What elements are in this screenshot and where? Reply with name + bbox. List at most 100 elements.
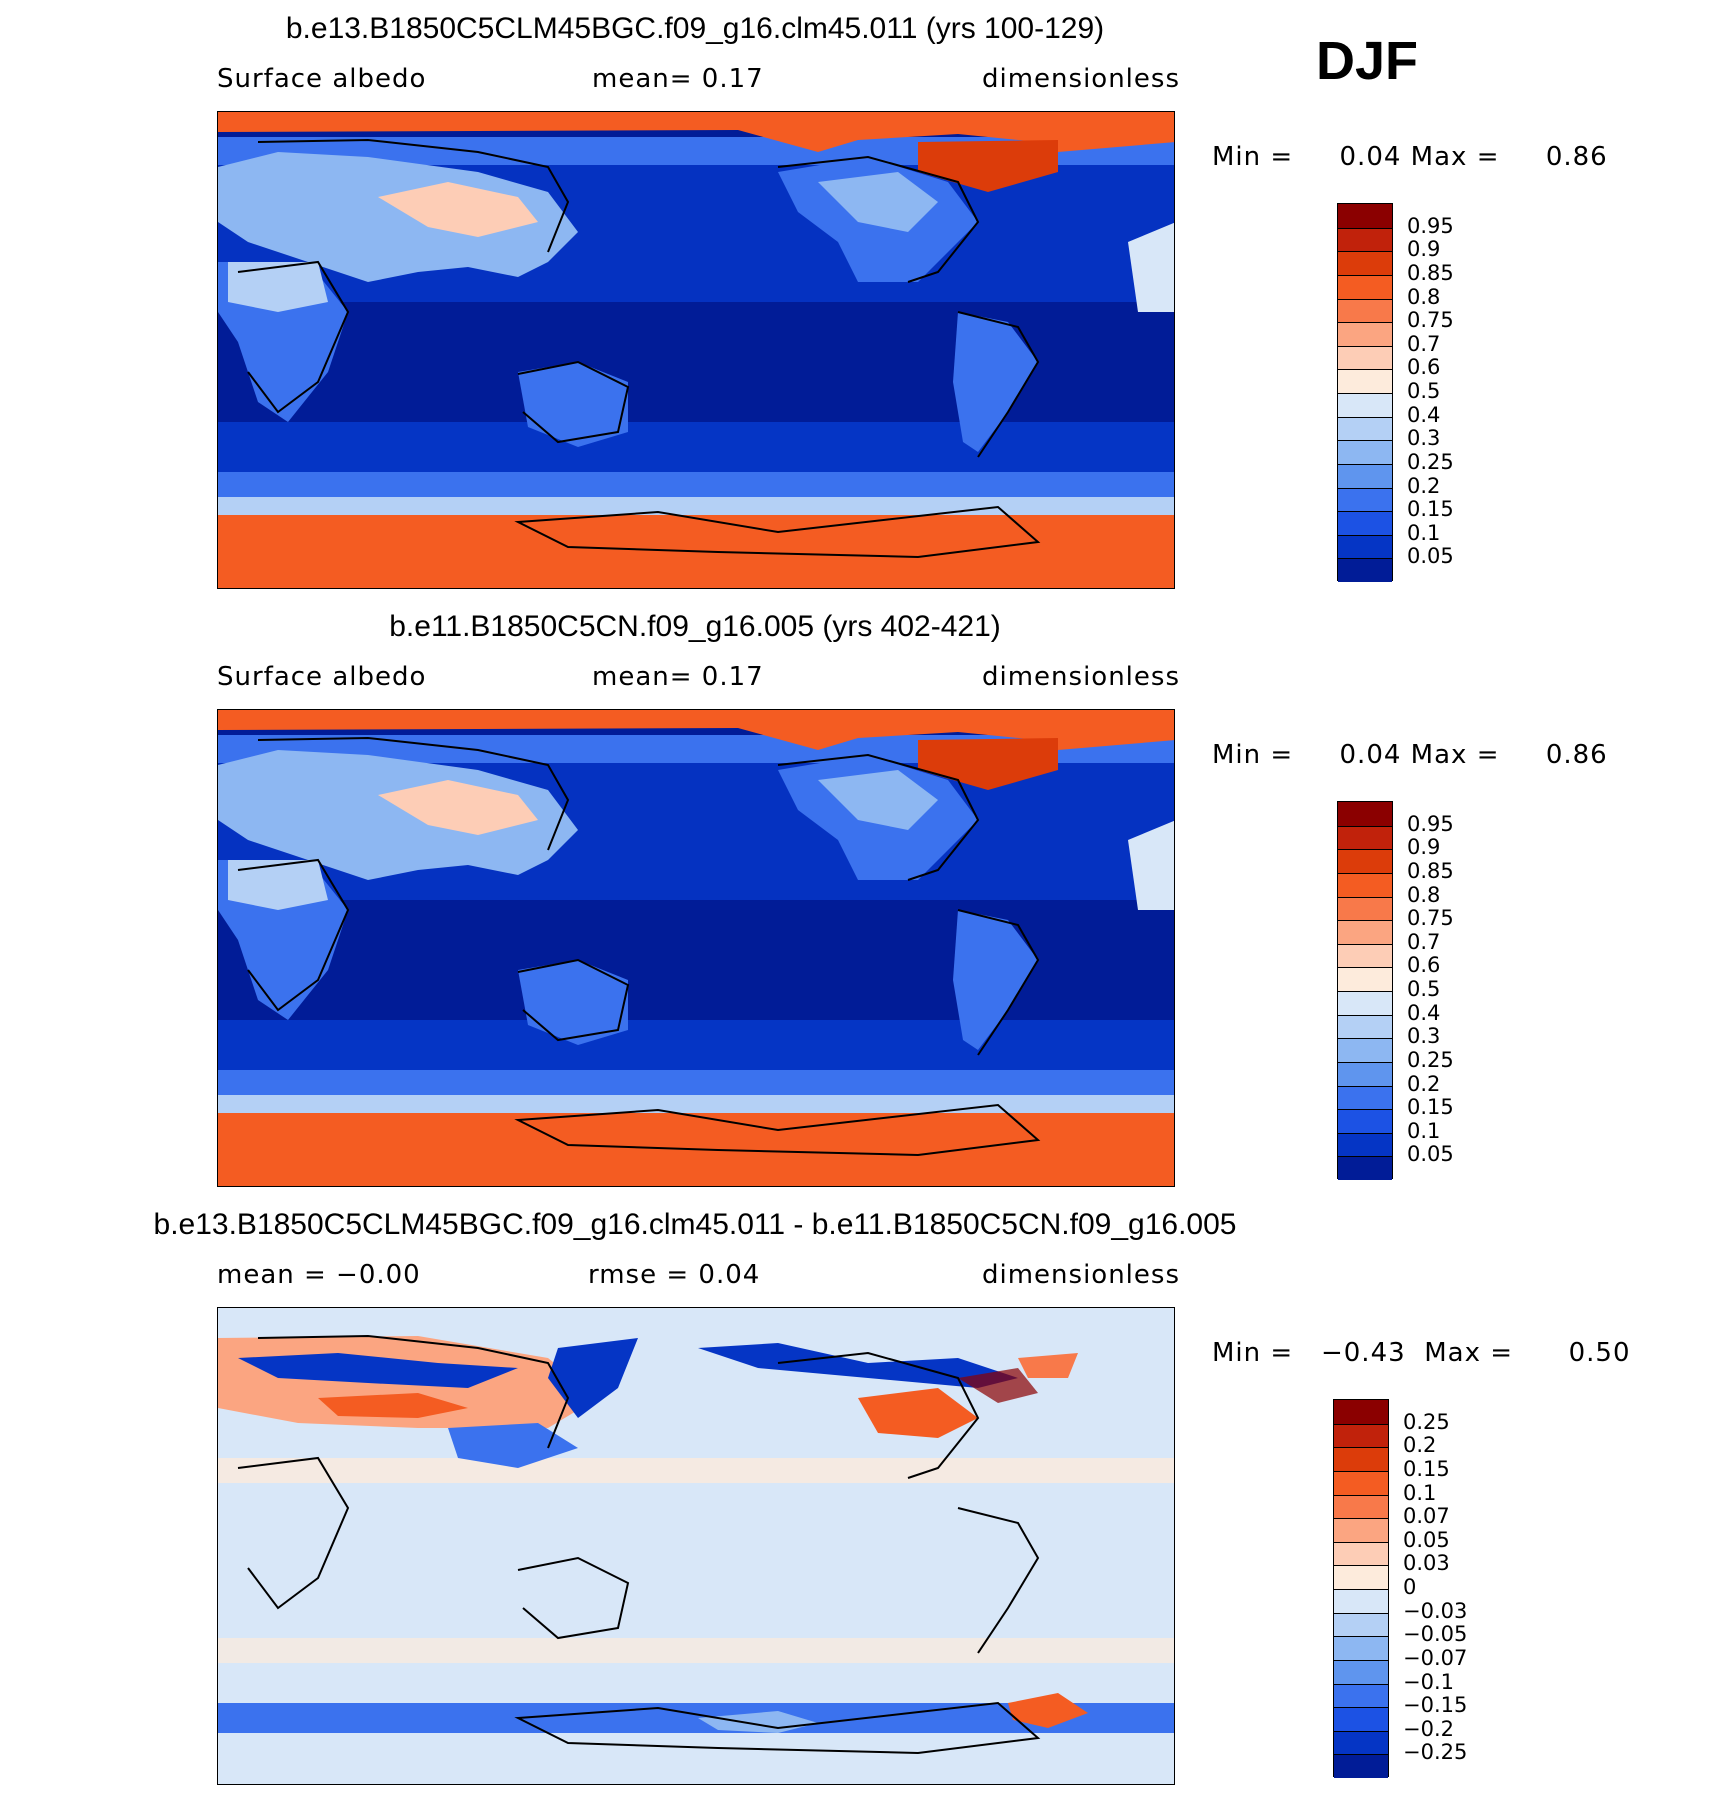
colorbar-label: 0.8 xyxy=(1407,284,1441,309)
colorbar-box xyxy=(1338,1109,1392,1133)
colorbar-box xyxy=(1334,1754,1388,1778)
colorbar-label: 0.7 xyxy=(1407,929,1441,954)
colorbar-box xyxy=(1338,872,1392,897)
colorbar xyxy=(1337,801,1393,1180)
colorbar-label: 0.5 xyxy=(1407,379,1441,403)
colorbar-box xyxy=(1338,204,1392,228)
colorbar-box xyxy=(1338,369,1392,393)
colorbar-box xyxy=(1338,896,1392,921)
colorbar-label: 0.4 xyxy=(1407,1000,1441,1025)
colorbar-label: 0.5 xyxy=(1407,977,1441,1001)
colorbar-label: 0.1 xyxy=(1407,520,1441,545)
colorbar-box xyxy=(1338,487,1392,512)
colorbar-box xyxy=(1338,1061,1392,1086)
colorbar-box xyxy=(1338,463,1392,488)
colorbar-box xyxy=(1338,920,1392,944)
colorbar-label: −0.1 xyxy=(1403,1669,1454,1694)
colorbar-label: 0.05 xyxy=(1407,1142,1454,1167)
colorbar-label: 0.25 xyxy=(1403,1409,1450,1434)
colorbar-label: 0.9 xyxy=(1407,835,1441,860)
colorbar-box xyxy=(1334,1612,1388,1637)
min-label: Min = xyxy=(1212,740,1294,770)
map-difference xyxy=(217,1307,1175,1785)
colorbar-label: 0.1 xyxy=(1407,1118,1441,1143)
colorbar-box xyxy=(1338,322,1392,346)
colorbar-box xyxy=(1334,1636,1388,1660)
colorbar-label: −0.2 xyxy=(1403,1716,1454,1741)
colorbar-box xyxy=(1338,1132,1392,1157)
colorbar-label: 0.4 xyxy=(1407,402,1441,427)
max-label: Max = xyxy=(1424,1338,1514,1368)
field-units: dimensionless xyxy=(982,1260,1180,1290)
diff-rmse: rmse = 0.04 xyxy=(588,1260,761,1290)
colorbar-label: −0.07 xyxy=(1403,1645,1468,1670)
colorbar-box xyxy=(1338,802,1392,826)
panel-title: b.e11.B1850C5CN.f09_g16.005 (yrs 402-421… xyxy=(389,610,1001,643)
map-test xyxy=(217,111,1175,589)
colorbar-box xyxy=(1334,1447,1388,1471)
colorbar-label: 0 xyxy=(1403,1575,1417,1599)
max-value: 0.86 xyxy=(1545,142,1608,172)
colorbar-label: 0.8 xyxy=(1407,882,1441,907)
min-value: −0.43 xyxy=(1320,1338,1406,1368)
colorbar-box xyxy=(1334,1683,1388,1708)
season-label: DJF xyxy=(1316,31,1419,91)
colorbar-label: 0.75 xyxy=(1407,308,1454,333)
colorbar-label: 0.2 xyxy=(1407,1071,1441,1096)
colorbar-label: 0.3 xyxy=(1407,426,1441,451)
colorbar-label: −0.05 xyxy=(1403,1622,1468,1647)
colorbar-box xyxy=(1338,416,1392,441)
colorbar-box xyxy=(1338,393,1392,417)
colorbar-box xyxy=(1334,1494,1388,1519)
colorbar-label: 0.03 xyxy=(1403,1551,1450,1576)
range-stats: Min = 0.04 Max = 0.86 xyxy=(1212,142,1608,172)
colorbar-box xyxy=(1334,1730,1388,1755)
colorbar-box xyxy=(1334,1400,1388,1424)
max-label: Max = xyxy=(1410,740,1500,770)
colorbar-box xyxy=(1334,1589,1388,1613)
colorbar-box xyxy=(1338,274,1392,299)
map-plot xyxy=(218,112,1174,588)
colorbar-label: 0.95 xyxy=(1407,213,1454,238)
colorbar-label: 0.85 xyxy=(1407,858,1454,883)
min-label: Min = xyxy=(1212,1338,1294,1368)
map-plot xyxy=(218,710,1174,1186)
colorbar-label: 0.2 xyxy=(1407,473,1441,498)
colorbar-box xyxy=(1338,345,1392,370)
colorbar-box xyxy=(1338,825,1392,850)
colorbar-box xyxy=(1334,1470,1388,1495)
colorbar-label: 0.15 xyxy=(1407,1095,1454,1120)
colorbar-label: 0.75 xyxy=(1407,906,1454,931)
field-mean: mean= 0.17 xyxy=(592,64,764,94)
colorbar-box xyxy=(1338,511,1392,535)
panel-title: b.e13.B1850C5CLM45BGC.f09_g16.clm45.011 … xyxy=(285,12,1105,45)
colorbar-box xyxy=(1334,1659,1388,1684)
colorbar-label: 0.7 xyxy=(1407,331,1441,356)
map-control xyxy=(217,709,1175,1187)
colorbar-label: 0.9 xyxy=(1407,237,1441,262)
min-label: Min = xyxy=(1212,142,1294,172)
min-value: 0.04 xyxy=(1339,142,1402,172)
colorbar-box xyxy=(1338,251,1392,275)
colorbar-label: 0.25 xyxy=(1407,1047,1454,1072)
colorbar xyxy=(1337,203,1393,582)
field-name: Surface albedo xyxy=(217,64,427,94)
colorbar-box xyxy=(1338,534,1392,559)
colorbar-label: 0.95 xyxy=(1407,811,1454,836)
colorbar-box xyxy=(1334,1541,1388,1566)
range-stats: Min = 0.04 Max = 0.86 xyxy=(1212,740,1608,770)
colorbar-label: 0.85 xyxy=(1407,260,1454,285)
colorbar-label: 0.6 xyxy=(1407,953,1441,978)
colorbar xyxy=(1333,1399,1389,1778)
field-mean: mean= 0.17 xyxy=(592,662,764,692)
colorbar-label: 0.1 xyxy=(1403,1480,1437,1505)
colorbar-box xyxy=(1338,558,1392,582)
field-name: Surface albedo xyxy=(217,662,427,692)
max-value: 0.86 xyxy=(1545,740,1608,770)
colorbar-label: 0.05 xyxy=(1407,544,1454,569)
panel-title: b.e13.B1850C5CLM45BGC.f09_g16.clm45.011 … xyxy=(153,1208,1237,1241)
colorbar-box xyxy=(1338,227,1392,252)
colorbar-label: −0.15 xyxy=(1403,1693,1468,1718)
max-label: Max = xyxy=(1410,142,1500,172)
colorbar-box xyxy=(1338,1156,1392,1180)
